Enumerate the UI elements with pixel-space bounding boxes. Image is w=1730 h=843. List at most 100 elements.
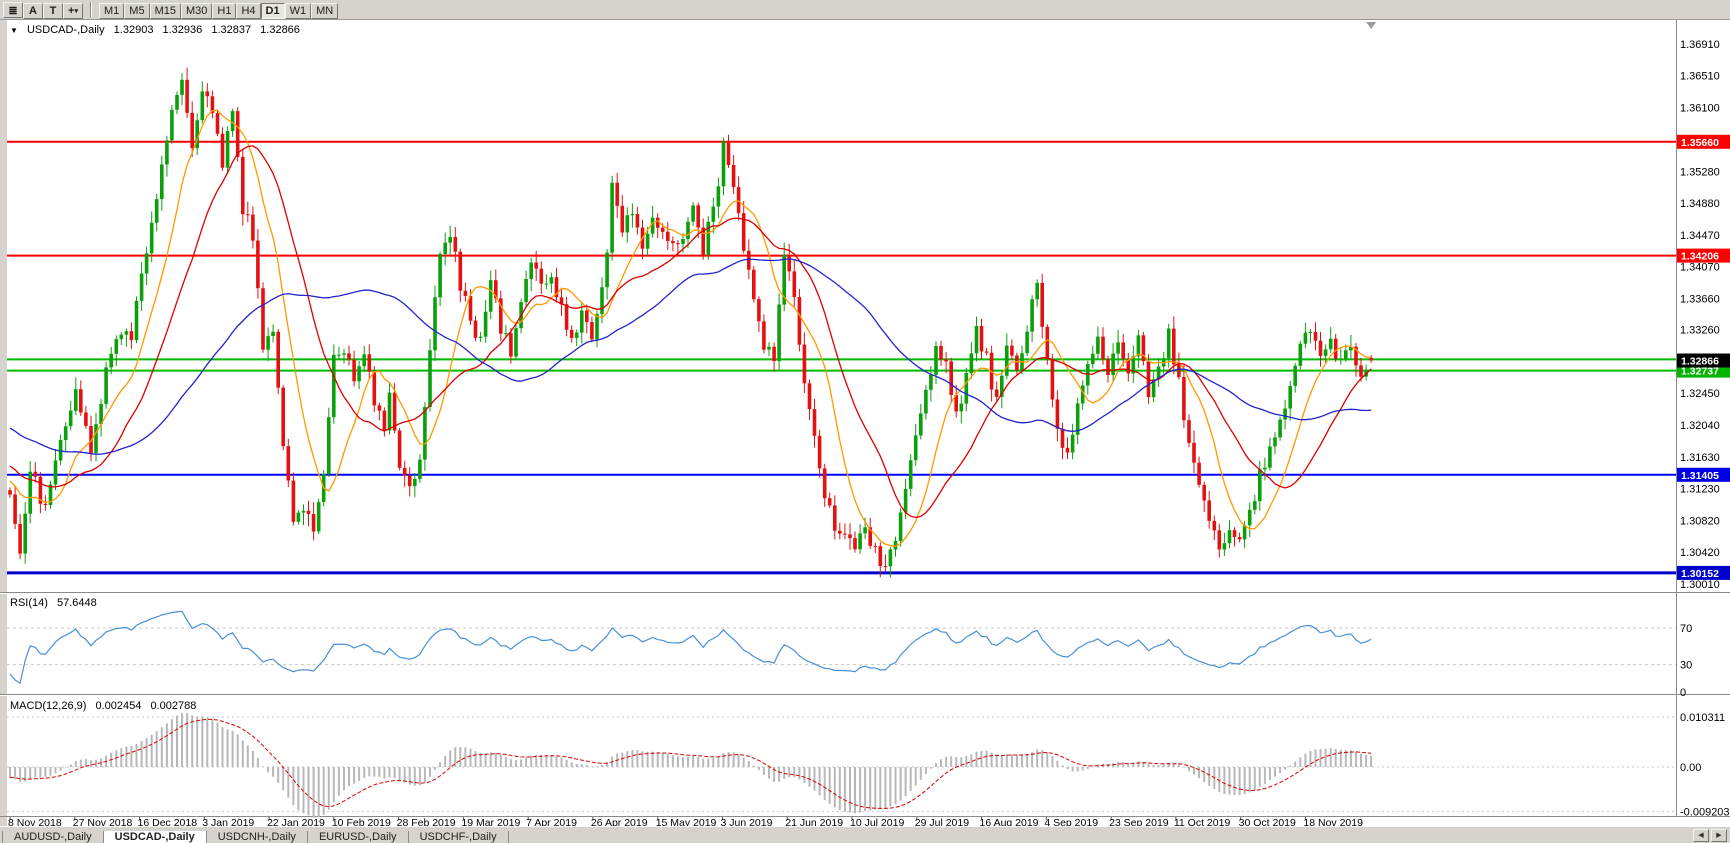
tab-audusd-daily[interactable]: AUDUSD-,Daily	[2, 831, 104, 843]
price-badge-1.35660	[1677, 134, 1730, 149]
price-axis-label: 1.36100	[1680, 102, 1720, 114]
price-axis-label: 1.32040	[1680, 420, 1720, 432]
rsi-axis-label: 0	[1680, 687, 1686, 699]
chart-canvas[interactable]: 1.369101.365101.361001.356901.352801.348…	[0, 20, 1730, 826]
toolbar: ≣ A T + ▾ M1 M5 M15 M30 H1 H4 D1 W1 MN	[0, 0, 1730, 20]
chart-symbol-label: USDCAD-,Daily	[26, 24, 105, 36]
chart-shift-marker-icon[interactable]	[1366, 22, 1377, 29]
ma-21-line	[9, 145, 1372, 519]
price-axis-label: 1.30420	[1680, 547, 1720, 559]
price-axis-label: 1.31230	[1680, 484, 1720, 496]
window-frame-left	[0, 20, 7, 826]
date-axis-label: 10 Feb 2019	[332, 817, 391, 826]
date-axis-label: 22 Jan 2019	[267, 817, 325, 826]
price-axis-label: 1.30820	[1680, 516, 1720, 528]
price-axis-label: 1.34880	[1680, 198, 1720, 210]
toolbar-separator	[90, 2, 92, 17]
rsi-axis-label: 70	[1680, 623, 1692, 635]
date-axis-label: 29 Jul 2019	[915, 817, 969, 826]
date-axis-label: 16 Aug 2019	[980, 817, 1039, 826]
date-axis-label: 3 Jan 2019	[202, 817, 254, 826]
price-badge-label: 1.32866	[1681, 355, 1719, 367]
cursor-tool-icon[interactable]: A	[23, 2, 43, 19]
timeframe-m5-button[interactable]: M5	[124, 2, 150, 19]
price-badge-label: 1.35660	[1681, 137, 1719, 149]
macd-histogram	[9, 713, 1373, 818]
price-axis-label: 1.36910	[1680, 39, 1720, 51]
timeframe-mn-button[interactable]: MN	[311, 2, 339, 19]
tab-usdcnh-daily[interactable]: USDCNH-,Daily	[205, 831, 308, 843]
price-badge-1.32866	[1677, 353, 1730, 368]
date-axis-label: 10 Jul 2019	[850, 817, 904, 826]
timeframe-h1-button[interactable]: H1	[212, 2, 237, 19]
date-axis-label: 28 Feb 2019	[397, 817, 456, 826]
price-axis-area[interactable]	[1677, 20, 1730, 816]
symbol-dropdown-icon: ▼	[10, 26, 18, 35]
tab-usdchf-daily[interactable]: USDCHF-,Daily	[407, 831, 509, 843]
dropdown-arrow-icon: ▾	[74, 7, 78, 15]
macd-axis-label: 0.00	[1680, 762, 1701, 774]
macd-main-value: 0.002454	[95, 700, 142, 712]
date-axis-label: 11 Oct 2019	[1174, 817, 1231, 826]
macd-header: MACD(12,26,9) 0.002454 0.002788	[10, 700, 202, 712]
macd-indicator-label: MACD(12,26,9)	[10, 700, 87, 712]
date-axis-label: 30 Oct 2019	[1239, 817, 1296, 826]
macd-axis-label: -0.009203	[1680, 807, 1730, 819]
text-tool-icon[interactable]: T	[43, 2, 63, 19]
date-axis-label: 21 Jun 2019	[785, 817, 843, 826]
date-axis-label: 15 May 2019	[656, 817, 717, 826]
price-axis-label: 1.34070	[1680, 261, 1720, 273]
price-badge-1.34206	[1677, 248, 1730, 263]
date-axis-label: 23 Sep 2019	[1109, 817, 1169, 826]
price-badge-label: 1.30152	[1681, 568, 1719, 580]
date-axis-label: 27 Nov 2018	[73, 817, 133, 826]
price-axis-label: 1.33660	[1680, 293, 1720, 305]
date-axis-label: 26 Apr 2019	[591, 817, 648, 826]
time-axis-area[interactable]	[7, 817, 1676, 826]
chart-type-icon[interactable]: ≣	[3, 2, 23, 18]
ma-52-line	[9, 258, 1372, 455]
rsi-header: RSI(14) 57.6448	[10, 597, 103, 609]
price-axis-label: 1.31630	[1680, 452, 1720, 464]
chart-tabs: AUDUSD-,Daily USDCAD-,Daily USDCNH-,Daily E…	[2, 827, 509, 843]
date-axis-label: 18 Nov 2019	[1303, 817, 1363, 826]
rsi-indicator-value: 57.6448	[56, 597, 97, 609]
date-axis-label: 19 Mar 2019	[461, 817, 520, 826]
chart-header: ▼ USDCAD-,Daily 1.32903 1.32936 1.32837 …	[10, 24, 306, 36]
macd-signal-line	[9, 718, 1372, 809]
price-axis-label: 1.34470	[1680, 230, 1720, 242]
ohlc-low-value: 1.32837	[211, 24, 252, 36]
chart-plot-area[interactable]	[0, 20, 1730, 826]
date-axis-label: 3 Jun 2019	[720, 817, 772, 826]
date-axis-label: 4 Sep 2019	[1044, 817, 1098, 826]
price-badge-1.30152	[1677, 565, 1730, 580]
ohlc-high-value: 1.32936	[162, 24, 203, 36]
chart-stage: 1.369101.365101.361001.356901.352801.348…	[0, 20, 1730, 826]
timeframe-m1-button[interactable]: M1	[99, 2, 125, 19]
tab-scroll-buttons: ◀ ▶	[1693, 829, 1727, 842]
rsi-line	[9, 610, 1372, 685]
macd-signal-value: 0.002788	[150, 700, 197, 712]
timeframe-buttons-group: M1 M5 M15 M30 H1 H4 D1 W1 MN	[99, 1, 339, 19]
crosshair-tool-icon[interactable]: + ▾	[63, 2, 83, 19]
timeframe-m15-button[interactable]: M15	[149, 2, 181, 19]
tab-eurusd-daily[interactable]: EURUSD-,Daily	[306, 831, 409, 843]
price-badge-label: 1.32737	[1681, 366, 1719, 378]
date-axis-label: 16 Dec 2018	[138, 817, 198, 826]
tab-usdcad-daily[interactable]: USDCAD-,Daily	[102, 831, 207, 843]
price-badge-label: 1.31405	[1681, 470, 1719, 482]
ohlc-close-value: 1.32866	[260, 24, 300, 36]
tool-icons-group: ≣ A T + ▾	[3, 1, 83, 19]
timeframe-d1-button[interactable]: D1	[260, 2, 285, 19]
price-axis-label: 1.30010	[1680, 579, 1720, 591]
date-axis-label: 7 Apr 2019	[526, 817, 577, 826]
tab-scroll-right-button[interactable]: ▶	[1711, 829, 1727, 842]
price-axis-label: 1.33260	[1680, 325, 1720, 337]
price-badge-label: 1.34206	[1681, 251, 1719, 263]
timeframe-w1-button[interactable]: W1	[284, 2, 312, 19]
date-axis-label: 8 Nov 2018	[8, 817, 62, 826]
timeframe-m30-button[interactable]: M30	[180, 2, 213, 19]
timeframe-h4-button[interactable]: H4	[236, 2, 261, 19]
tab-scroll-left-button[interactable]: ◀	[1693, 829, 1709, 842]
